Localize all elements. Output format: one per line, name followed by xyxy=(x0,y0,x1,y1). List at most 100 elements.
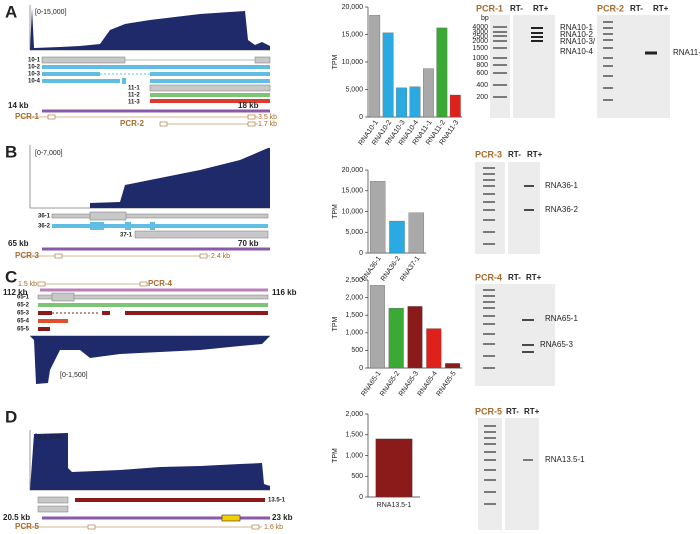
isoform-label: 36-2 xyxy=(38,224,51,230)
coord-start: 112 kb xyxy=(3,288,28,297)
lane-label: RT- xyxy=(508,273,521,282)
isoform-label: 11-3 xyxy=(128,100,140,106)
band-label: RNA11-2 xyxy=(673,48,700,57)
ladder-label: 800 xyxy=(476,62,488,69)
lane-label: RT+ xyxy=(524,407,540,416)
bar xyxy=(409,86,421,118)
ladder-unit: bp xyxy=(481,15,489,22)
coord-end: 18 kb xyxy=(238,101,259,110)
lane-label: RT+ xyxy=(533,4,549,13)
coord-start: 14 kb xyxy=(8,101,29,110)
panel-label: C xyxy=(5,267,17,286)
bar xyxy=(407,306,423,369)
band-label: RNA13.5-1 xyxy=(545,455,585,464)
y-tick-label: 0 xyxy=(359,114,363,121)
x-tick-label: RNA37-1 xyxy=(399,255,421,283)
gel-image xyxy=(508,162,540,254)
product-size: 1.6 kb xyxy=(264,524,283,531)
isoform-label: 10-3 xyxy=(28,72,41,78)
isoform-label: 65-1 xyxy=(17,295,30,301)
band-label: RNA10-1 xyxy=(560,23,593,32)
ladder-label: 3000 xyxy=(472,29,488,36)
bar xyxy=(382,32,394,118)
gel-bands xyxy=(493,26,543,98)
gel-image xyxy=(505,418,539,530)
y-tick-label: 0 xyxy=(359,494,363,501)
y-tick-label: 15,000 xyxy=(342,188,364,195)
isoform-label: 10-1 xyxy=(28,58,41,64)
x-tick-label: RNA13.5-1 xyxy=(377,502,412,509)
y-tick-label: 20,000 xyxy=(342,4,364,11)
y-tick-label: 1,500 xyxy=(345,312,363,319)
lane-label: RT- xyxy=(508,150,521,159)
ladder-label: 400 xyxy=(476,82,488,89)
gel-bands xyxy=(603,21,657,101)
product-size: 1.7 kb xyxy=(258,121,277,128)
bar xyxy=(369,285,385,369)
gel-title: PCR-1 xyxy=(476,3,503,13)
band-label: RNA36-2 xyxy=(545,205,578,214)
y-tick-label: 2,000 xyxy=(345,411,363,418)
band-label: RNA65-1 xyxy=(545,314,578,323)
y-tick-label: 0 xyxy=(359,365,363,372)
coverage xyxy=(30,433,270,490)
panel-d: D [0-1,500] 13.5-1 20.5 kb 23 kb PCR-5 1… xyxy=(3,406,585,531)
bar xyxy=(389,220,405,254)
band-label: RNA65-3 xyxy=(540,340,573,349)
bar xyxy=(396,87,407,118)
y-tick-label: 5,000 xyxy=(345,229,363,236)
ladder-label: 200 xyxy=(476,94,488,101)
coverage xyxy=(90,148,270,208)
gel-title: PCR-2 xyxy=(597,3,624,13)
track-range: [0-15,000] xyxy=(35,9,67,16)
primer-label: PCR-3 xyxy=(15,251,40,260)
ladder-label: 2500 xyxy=(472,33,488,40)
y-tick-label: 500 xyxy=(351,473,363,480)
y-axis-label: TPM xyxy=(332,316,339,331)
isoform-label: 65-2 xyxy=(17,303,30,309)
bar xyxy=(369,15,381,118)
bar xyxy=(408,212,425,254)
isoform-models xyxy=(22,211,270,259)
coord-end: 116 kb xyxy=(272,288,297,297)
band-label: RNA10-3/ xyxy=(560,37,596,46)
panel-label: B xyxy=(5,142,17,161)
ladder-label: 1500 xyxy=(472,45,488,52)
y-tick-label: 500 xyxy=(351,347,363,354)
coverage xyxy=(30,336,270,384)
bar xyxy=(426,328,442,369)
coord-end: 70 kb xyxy=(238,239,259,248)
isoform-label: 65-4 xyxy=(17,319,30,325)
y-tick-label: 1,000 xyxy=(345,330,363,337)
ladder-label: 1000 xyxy=(472,55,488,62)
panel-a: A [0-15,000] 10-1 10-2 10-3 10-4 11-1 11… xyxy=(5,2,700,128)
y-tick-label: 10,000 xyxy=(342,59,364,66)
gel-bands xyxy=(483,289,534,369)
isoform-label: 10-4 xyxy=(28,79,41,85)
gel-image xyxy=(475,162,505,254)
ladder-label: 600 xyxy=(476,70,488,77)
y-tick-label: 0 xyxy=(359,250,363,257)
band-label: RNA36-1 xyxy=(545,181,578,190)
isoform-label: 11-1 xyxy=(128,86,140,92)
coord-start: 20.5 kb xyxy=(3,513,30,522)
gel-title: PCR-5 xyxy=(475,406,502,416)
panel-b: B [0-7,000] 36-1 36-2 37-1 65 kb 70 kb P… xyxy=(5,142,578,260)
y-tick-label: 10,000 xyxy=(342,208,364,215)
isoform-models xyxy=(22,496,270,530)
product-size: 3.5 kb xyxy=(258,114,277,121)
isoform-label: 11-2 xyxy=(128,93,140,99)
isoform-label: 65-3 xyxy=(17,311,30,317)
y-tick-label: 2,500 xyxy=(345,277,363,284)
ladder-label: 4000 xyxy=(472,24,488,31)
lane-label: RT- xyxy=(506,407,519,416)
band-label: RNA10-4 xyxy=(560,47,593,56)
track-range: [0-7,000] xyxy=(35,150,63,157)
y-tick-label: 2,000 xyxy=(345,294,363,301)
panel-label: A xyxy=(5,2,17,21)
lane-label: RT+ xyxy=(653,4,669,13)
bar xyxy=(423,68,434,118)
bar xyxy=(375,438,413,498)
lane-label: RT+ xyxy=(527,150,543,159)
gel-title: PCR-3 xyxy=(475,149,502,159)
